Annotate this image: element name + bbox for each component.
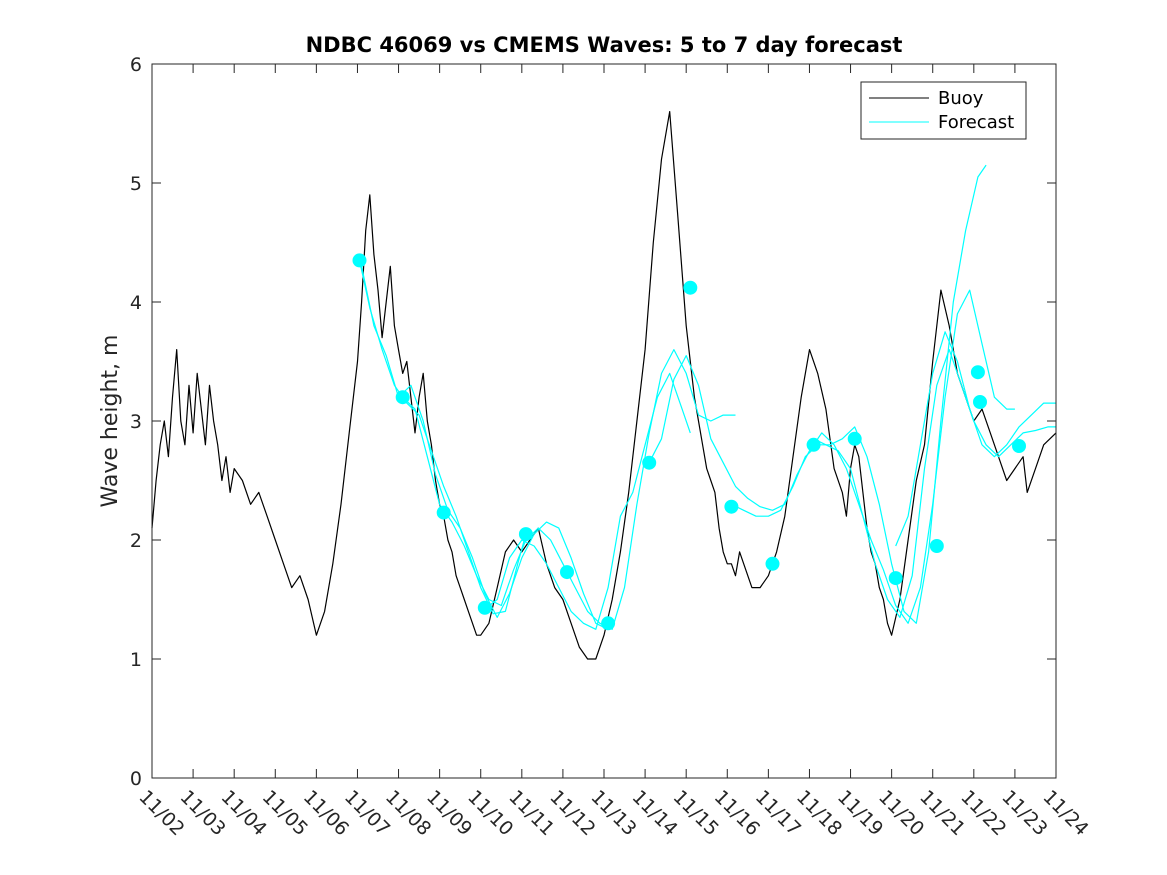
- x-tick-label: 11/14: [628, 786, 682, 840]
- plot-background: [152, 64, 1056, 778]
- x-tick-label: 11/02: [134, 786, 188, 840]
- forecast-line-4: [484, 372, 691, 630]
- forecast-line-5: [648, 289, 1015, 624]
- forecast-marker: [847, 431, 862, 446]
- forecast-line-7: [813, 349, 1056, 619]
- forecast-marker: [642, 455, 657, 470]
- y-tick-label: 1: [130, 649, 142, 671]
- forecast-marker: [765, 556, 780, 571]
- forecast-marker: [683, 280, 698, 295]
- x-tick-label: 11/24: [1038, 786, 1092, 840]
- legend: Buoy Forecast: [860, 81, 1027, 140]
- x-tick-label: 11/19: [833, 786, 887, 840]
- forecast-marker: [929, 539, 944, 553]
- x-tick-label: 11/06: [299, 786, 353, 840]
- forecast-marker: [436, 505, 451, 520]
- x-tick-label: 11/04: [217, 786, 271, 840]
- y-tick-label: 4: [130, 292, 142, 314]
- y-axis-ticks: 0 1 2 3 4 5 6: [130, 54, 1056, 790]
- y-tick-label: 3: [130, 411, 142, 433]
- x-tick-label: 11/09: [422, 786, 476, 840]
- x-tick-label: 11/05: [258, 786, 312, 840]
- x-tick-label: 11/17: [751, 786, 805, 840]
- x-tick-label: 11/22: [956, 786, 1010, 840]
- forecast-marker: [888, 571, 903, 586]
- forecast-line-1: [358, 260, 527, 615]
- x-tick-label: 11/21: [915, 786, 969, 840]
- y-tick-label: 2: [130, 530, 142, 552]
- x-tick-label: 11/18: [792, 786, 846, 840]
- x-tick-label: 11/20: [874, 786, 928, 840]
- x-tick-label: 11/16: [710, 786, 764, 840]
- x-tick-label: 11/13: [586, 786, 640, 840]
- forecast-marker: [477, 600, 492, 615]
- y-axis-label: Wave height, m: [98, 335, 123, 508]
- x-tick-label: 11/15: [669, 786, 723, 840]
- forecast-marker: [970, 365, 985, 380]
- forecast-marker: [352, 253, 367, 268]
- x-tick-label: 11/10: [463, 786, 517, 840]
- forecast-marker: [395, 390, 410, 405]
- forecast-marker: [724, 499, 739, 514]
- legend-box: [860, 81, 1027, 140]
- forecast-marker: [973, 395, 987, 409]
- x-tick-label: 11/07: [340, 786, 394, 840]
- forecast-marker: [560, 565, 574, 580]
- x-tick-label: 11/23: [997, 786, 1051, 840]
- x-tick-label: 11/11: [504, 786, 558, 840]
- y-tick-label: 0: [130, 768, 142, 790]
- legend-forecast-label: Forecast: [938, 112, 1014, 133]
- legend-buoy-label: Buoy: [938, 88, 984, 109]
- forecast-marker: [518, 527, 533, 542]
- x-tick-label: 11/03: [176, 786, 230, 840]
- forecast-line-8: [895, 331, 1056, 547]
- buoy-line: [151, 110, 1057, 660]
- forecast-markers: [352, 253, 1026, 631]
- x-tick-label: 11/12: [545, 786, 599, 840]
- forecast-marker: [601, 616, 616, 631]
- x-tick-label: 11/08: [381, 786, 435, 840]
- y-tick-label: 5: [130, 173, 142, 195]
- chart-title: NDBC 46069 vs CMEMS Waves: 5 to 7 day fo…: [306, 33, 903, 57]
- forecast-marker: [806, 437, 821, 452]
- forecast-marker: [1012, 439, 1026, 453]
- y-tick-label: 6: [130, 54, 142, 76]
- buoy-series: [151, 110, 1057, 660]
